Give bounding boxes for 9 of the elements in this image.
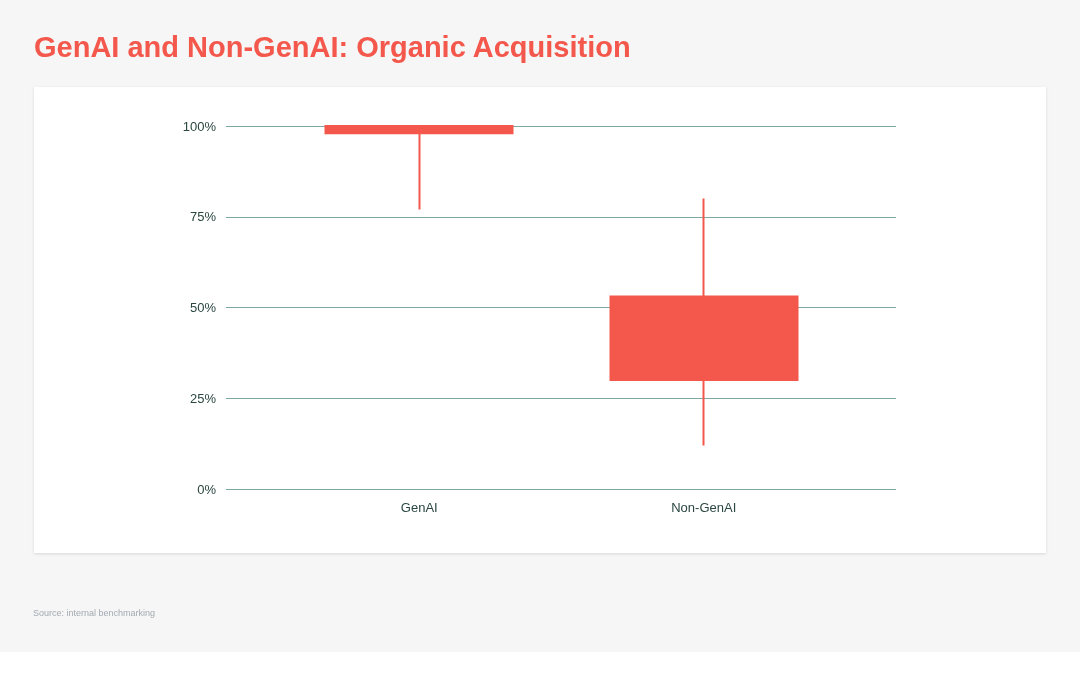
y-tick-label: 25% — [189, 390, 217, 406]
source-note: Source: internal benchmarking — [33, 607, 156, 618]
x-tick-label: Non-GenAI — [671, 500, 737, 515]
y-tick-label: 75% — [189, 209, 217, 225]
y-tick-label: 100% — [182, 118, 217, 134]
chart-title: GenAI and Non-GenAI: Organic Acquisition — [34, 30, 631, 63]
x-tick-label: GenAI — [400, 500, 438, 515]
y-tick-label: 50% — [189, 300, 217, 315]
y-tick-label: 0% — [197, 481, 217, 497]
